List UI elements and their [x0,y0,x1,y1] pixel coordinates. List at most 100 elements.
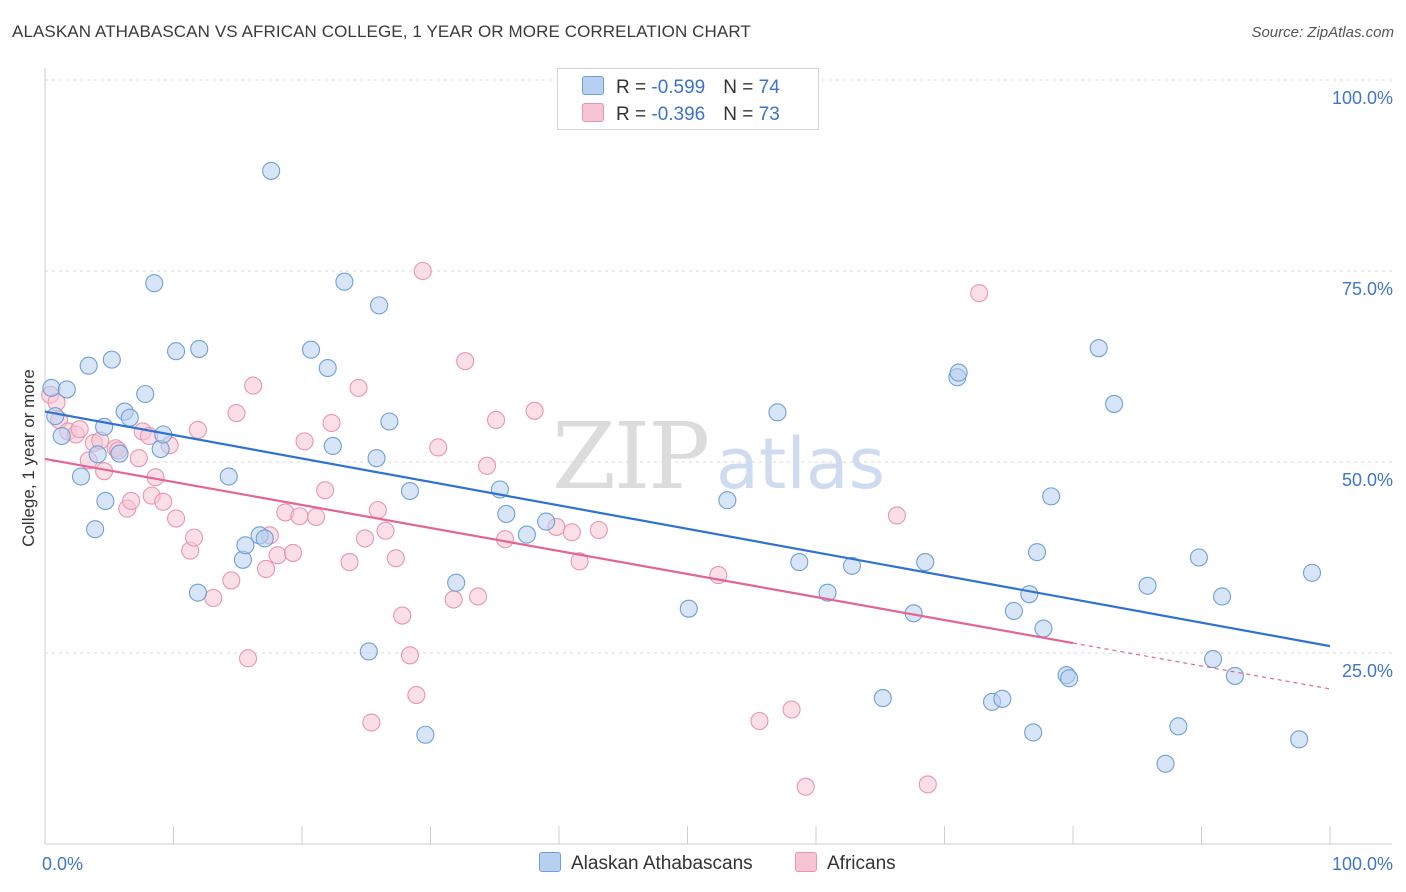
legend-n-value: 73 [758,104,780,125]
africans-points [41,261,989,796]
africans-point [349,378,368,397]
africans-point [355,529,375,548]
alaskan-athabascans-point [323,436,342,456]
alaskan-athabascans-point [335,272,354,291]
africans-point [970,284,989,303]
alaskan-athabascans-point [517,525,536,544]
africans-point [268,546,287,565]
africans-point [222,571,241,590]
alaskan-athabascans-point [46,407,65,426]
alaskan-athabascans-point [120,408,139,427]
africans-point [256,559,276,579]
source-label: Source: ZipAtlas.com [1251,24,1394,41]
alaskan-athabascans-point [1027,543,1047,562]
africans-point [413,261,432,281]
alaskan-athabascans-points [42,161,1322,773]
alaskan-athabascans-point [1004,601,1023,621]
africans-point [407,685,426,705]
alaskan-athabascans-point [416,725,435,744]
africans-point [525,401,544,420]
africans-trend-line [44,457,1074,645]
pink-swatch [795,852,817,872]
alaskan-athabascans-point [359,642,378,661]
gridlines [45,79,1392,654]
legend-n-label: N = [723,104,759,125]
y-tick-label: 100.0% [1332,88,1393,108]
alaskan-athabascans-point [188,583,207,602]
africans-point [887,506,907,525]
watermark: ZIP atlas [552,403,885,510]
alaskan-athabascans-point [318,358,337,378]
legend-item-alaskan-athabascans[interactable]: Alaskan Athabascans [539,852,753,875]
africans-point [188,420,207,439]
africans-point [376,521,395,540]
alaskan-athabascans-point [236,536,255,555]
alaskan-athabascans-point [790,553,809,572]
africans-point [154,492,173,511]
alaskan-athabascans-point [86,520,105,539]
africans-point [70,420,89,439]
africans-point [283,543,303,562]
alaskan-athabascans-point [255,529,274,548]
africans-point [362,713,381,732]
alaskan-athabascans-point [57,380,76,399]
legend-r-label: R = [616,104,652,125]
alaskan-athabascans-point [262,161,281,180]
axes [44,68,1392,845]
africans-point [562,523,581,542]
alaskan-athabascans-point [301,340,321,359]
alaskan-athabascans-point [1138,576,1157,595]
alaskan-athabascans-point [818,583,837,602]
alaskan-athabascans-point [400,481,419,501]
africans-point [322,413,341,433]
alaskan-athabascans-trend-line [44,410,1331,648]
alaskan-athabascans-point [949,363,968,382]
africans-point [129,449,148,468]
africans-point [295,432,314,451]
y-tick-label: 50.0% [1342,470,1393,490]
africans-point [393,606,412,625]
legend-item-africans[interactable]: Africans [795,852,896,875]
alaskan-athabascans-point [88,445,107,464]
alaskan-athabascans-point [842,556,862,575]
alaskan-athabascans-point [42,378,61,397]
alaskan-athabascans-point [447,573,466,592]
africans-point [238,649,258,668]
africans-point [290,507,309,526]
y-tick-label: 75.0% [1342,279,1393,299]
alaskan-athabascans-point [110,444,129,463]
africans-point [307,507,326,527]
alaskan-athabascans-point [190,339,209,358]
alaskan-athabascans-point [1213,587,1232,606]
africans-point [486,410,506,430]
legend-label: Africans [827,853,896,874]
legend-row-alaskan-athabascans: R = -0.599 N = 74 [582,76,780,98]
alaskan-athabascans-point [1034,619,1053,638]
africans-point [444,590,463,609]
alaskan-athabascans-point [380,412,399,431]
legend-n-value: 74 [758,77,780,98]
y-tick-label: 25.0% [1342,661,1393,681]
series-legend: Alaskan Athabascans Africans [0,852,1406,876]
africans-point [429,438,448,457]
alaskan-athabascans-point [167,342,186,361]
africans-point [386,549,405,568]
africans-point [750,711,769,731]
alaskan-athabascans-point [1156,754,1175,773]
alaskan-athabascans-point [145,274,164,293]
alaskan-athabascans-point [1225,666,1244,685]
alaskan-athabascans-point [52,426,71,446]
alaskan-athabascans-point [1204,650,1223,669]
trend-lines [44,410,1331,690]
alaskan-athabascans-point [1189,548,1208,567]
alaskan-athabascans-point [1060,669,1079,688]
alaskan-athabascans-point [71,467,91,486]
africans-point [456,352,475,371]
africans-point [400,646,419,665]
alaskan-athabascans-point [873,689,892,708]
alaskan-athabascans-point [1020,585,1039,604]
africans-point [167,509,186,528]
x-tick-label: 0.0% [42,854,83,874]
alaskan-athabascans-point [1024,723,1043,742]
